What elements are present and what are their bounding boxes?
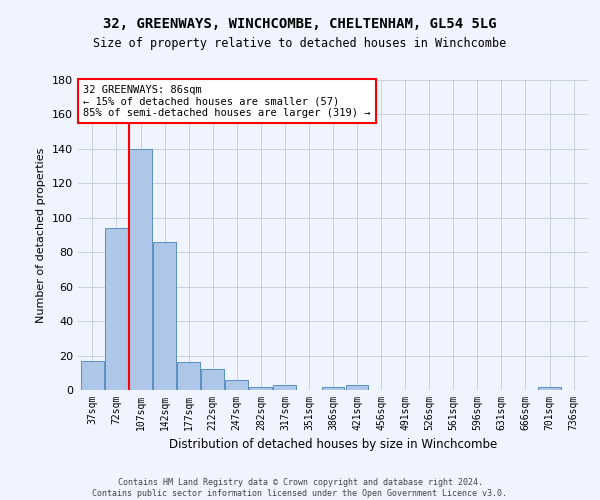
Bar [346, 385, 368, 390]
Bar [226, 380, 248, 390]
Bar [177, 362, 200, 390]
Bar [538, 386, 561, 390]
X-axis label: Distribution of detached houses by size in Winchcombe: Distribution of detached houses by size … [169, 438, 497, 452]
Bar [153, 242, 176, 390]
Bar [250, 386, 272, 390]
Bar [322, 386, 344, 390]
Text: Contains HM Land Registry data © Crown copyright and database right 2024.
Contai: Contains HM Land Registry data © Crown c… [92, 478, 508, 498]
Bar [129, 149, 152, 390]
Bar [81, 360, 104, 390]
Y-axis label: Number of detached properties: Number of detached properties [37, 148, 46, 322]
Text: 32, GREENWAYS, WINCHCOMBE, CHELTENHAM, GL54 5LG: 32, GREENWAYS, WINCHCOMBE, CHELTENHAM, G… [103, 18, 497, 32]
Text: Size of property relative to detached houses in Winchcombe: Size of property relative to detached ho… [94, 38, 506, 51]
Bar [274, 385, 296, 390]
Bar [105, 228, 128, 390]
Bar [201, 370, 224, 390]
Text: 32 GREENWAYS: 86sqm
← 15% of detached houses are smaller (57)
85% of semi-detach: 32 GREENWAYS: 86sqm ← 15% of detached ho… [83, 84, 371, 118]
